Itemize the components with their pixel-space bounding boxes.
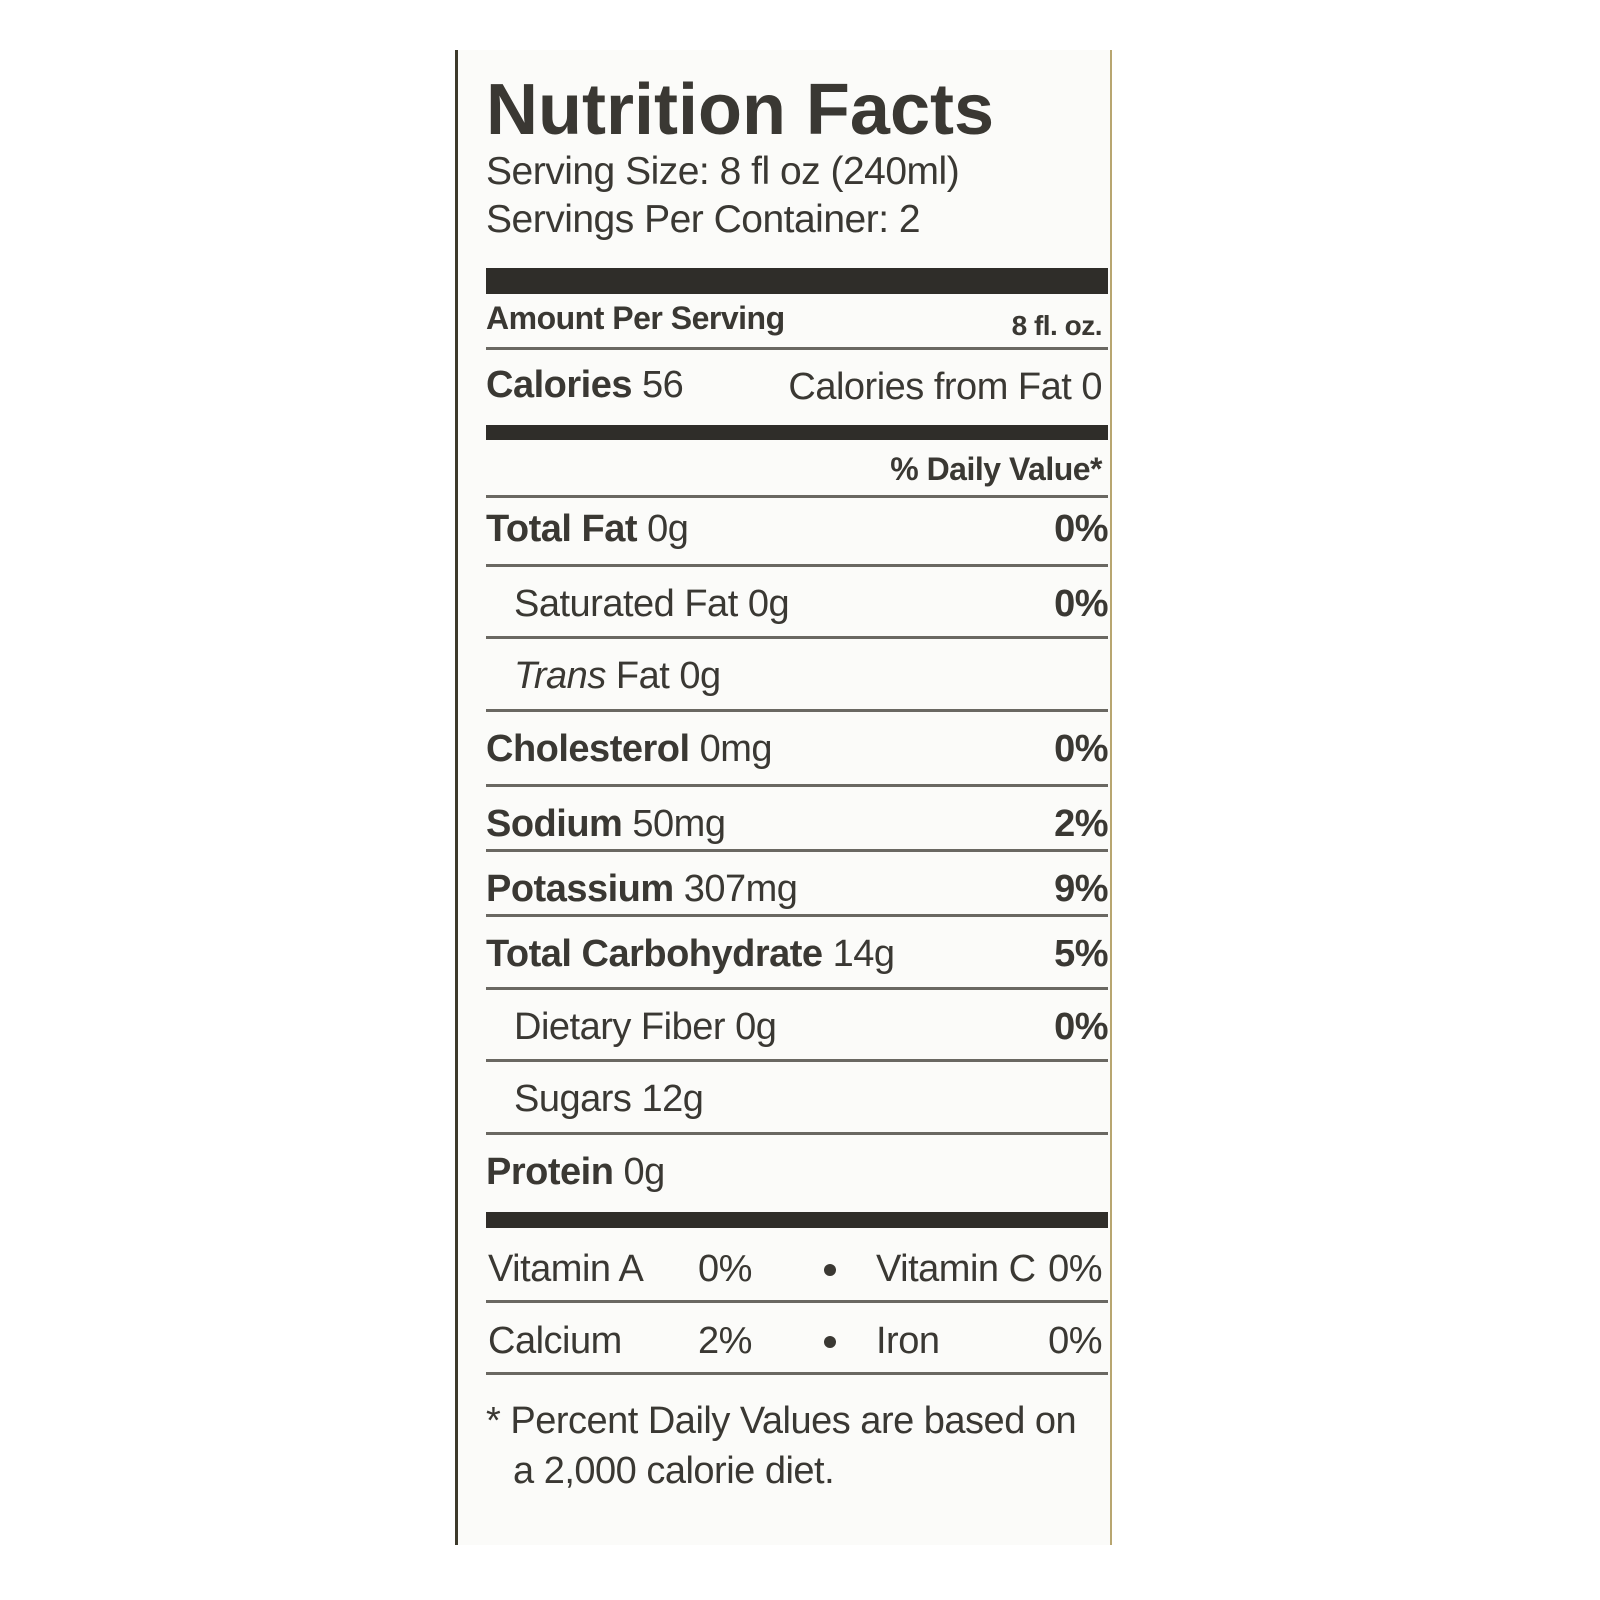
- rule: [486, 1300, 1108, 1303]
- daily-value: 5%: [1054, 933, 1108, 975]
- daily-value: 0%: [1054, 508, 1108, 550]
- nutrient-row: Protein 0g: [486, 1153, 1108, 1191]
- daily-value: 0%: [1054, 728, 1108, 770]
- nutrient-name: Cholesterol: [486, 728, 690, 770]
- rule: [486, 347, 1108, 350]
- thick-rule: [486, 1212, 1108, 1228]
- daily-value: 0%: [1054, 583, 1108, 625]
- rule: [486, 564, 1108, 567]
- thick-rule: [486, 268, 1108, 294]
- nutrient-name: Saturated Fat: [514, 583, 738, 625]
- footnote: * Percent Daily Values are based on: [486, 1400, 1077, 1442]
- nutrient-amount: 0g: [623, 1151, 665, 1193]
- nutrient-row: Total Fat 0g 0%: [486, 510, 1108, 548]
- rule: [486, 495, 1108, 498]
- rule: [486, 709, 1108, 712]
- daily-value: 9%: [1054, 868, 1108, 910]
- serving-amount: 8 fl. oz.: [1011, 310, 1103, 341]
- nutrient-name: Sodium: [486, 803, 623, 845]
- calories-row: Calories 56: [486, 364, 684, 406]
- nutrient-amount: 50mg: [632, 803, 726, 845]
- vitamin-dv: 0%: [1048, 1320, 1102, 1362]
- rule: [486, 1132, 1108, 1135]
- daily-value-header: % Daily Value*: [890, 451, 1102, 487]
- nutrient-row: Total Carbohydrate 14g 5%: [486, 935, 1108, 973]
- vitamin-dv: 0%: [698, 1248, 752, 1290]
- nutrient-amount: 12g: [641, 1078, 704, 1120]
- nutrient-row: Saturated Fat 0g 0%: [486, 585, 1108, 623]
- title: Nutrition Facts: [486, 70, 995, 150]
- nutrient-amount: Fat 0g: [615, 655, 721, 697]
- rule: [486, 914, 1108, 917]
- serving-size: Serving Size: 8 fl oz (240ml): [486, 150, 960, 193]
- bullet: [824, 1264, 836, 1276]
- nutrient-amount: 0mg: [699, 728, 773, 770]
- vitamin-name: Vitamin C: [876, 1248, 1036, 1290]
- servings-per-container: Servings Per Container: 2: [486, 198, 921, 241]
- nutrient-name: Total Fat: [486, 508, 638, 550]
- amount-per-serving: Amount Per Serving: [486, 300, 785, 336]
- nutrient-row: Sugars 12g: [486, 1080, 1108, 1118]
- rule: [486, 987, 1108, 990]
- rule: [486, 1372, 1108, 1375]
- nutrient-name: Trans: [514, 655, 606, 697]
- rule: [486, 636, 1108, 639]
- calories-from-fat: Calories from Fat 0: [788, 366, 1102, 408]
- medium-rule: [486, 425, 1108, 440]
- nutrient-amount: 14g: [832, 933, 895, 975]
- rule: [486, 849, 1108, 852]
- rule: [486, 784, 1108, 787]
- daily-value: 2%: [1054, 803, 1108, 845]
- nutrient-amount: 0g: [647, 508, 689, 550]
- vitamin-dv: 0%: [1048, 1248, 1102, 1290]
- nutrient-name: Potassium: [486, 868, 674, 910]
- footnote: a 2,000 calorie diet.: [513, 1450, 835, 1492]
- nutrient-row: Trans Fat 0g: [486, 657, 1108, 695]
- daily-value: 0%: [1054, 1006, 1108, 1048]
- nutrient-name: Total Carbohydrate: [486, 933, 823, 975]
- nutrient-row: Sodium 50mg 2%: [486, 805, 1108, 843]
- vitamin-dv: 2%: [698, 1320, 752, 1362]
- nutrient-row: Dietary Fiber 0g 0%: [486, 1008, 1108, 1046]
- nutrient-amount: 307mg: [683, 868, 798, 910]
- bullet: [824, 1336, 836, 1348]
- nutrient-name: Protein: [486, 1151, 614, 1193]
- rule: [486, 1059, 1108, 1062]
- calories-value: 56: [642, 364, 684, 406]
- vitamin-name: Calcium: [488, 1320, 622, 1362]
- vitamin-name: Vitamin A: [488, 1248, 644, 1290]
- calories-label: Calories: [486, 364, 632, 406]
- nutrient-row: Cholesterol 0mg 0%: [486, 730, 1108, 768]
- nutrition-label: Nutrition Facts Serving Size: 8 fl oz (2…: [455, 50, 1112, 1545]
- nutrient-amount: 0g: [747, 583, 790, 625]
- vitamin-name: Iron: [876, 1320, 940, 1362]
- nutrient-name: Sugars: [514, 1078, 632, 1120]
- nutrient-row: Potassium 307mg 9%: [486, 870, 1108, 908]
- nutrient-name: Dietary Fiber: [514, 1006, 726, 1048]
- nutrient-amount: 0g: [735, 1006, 777, 1048]
